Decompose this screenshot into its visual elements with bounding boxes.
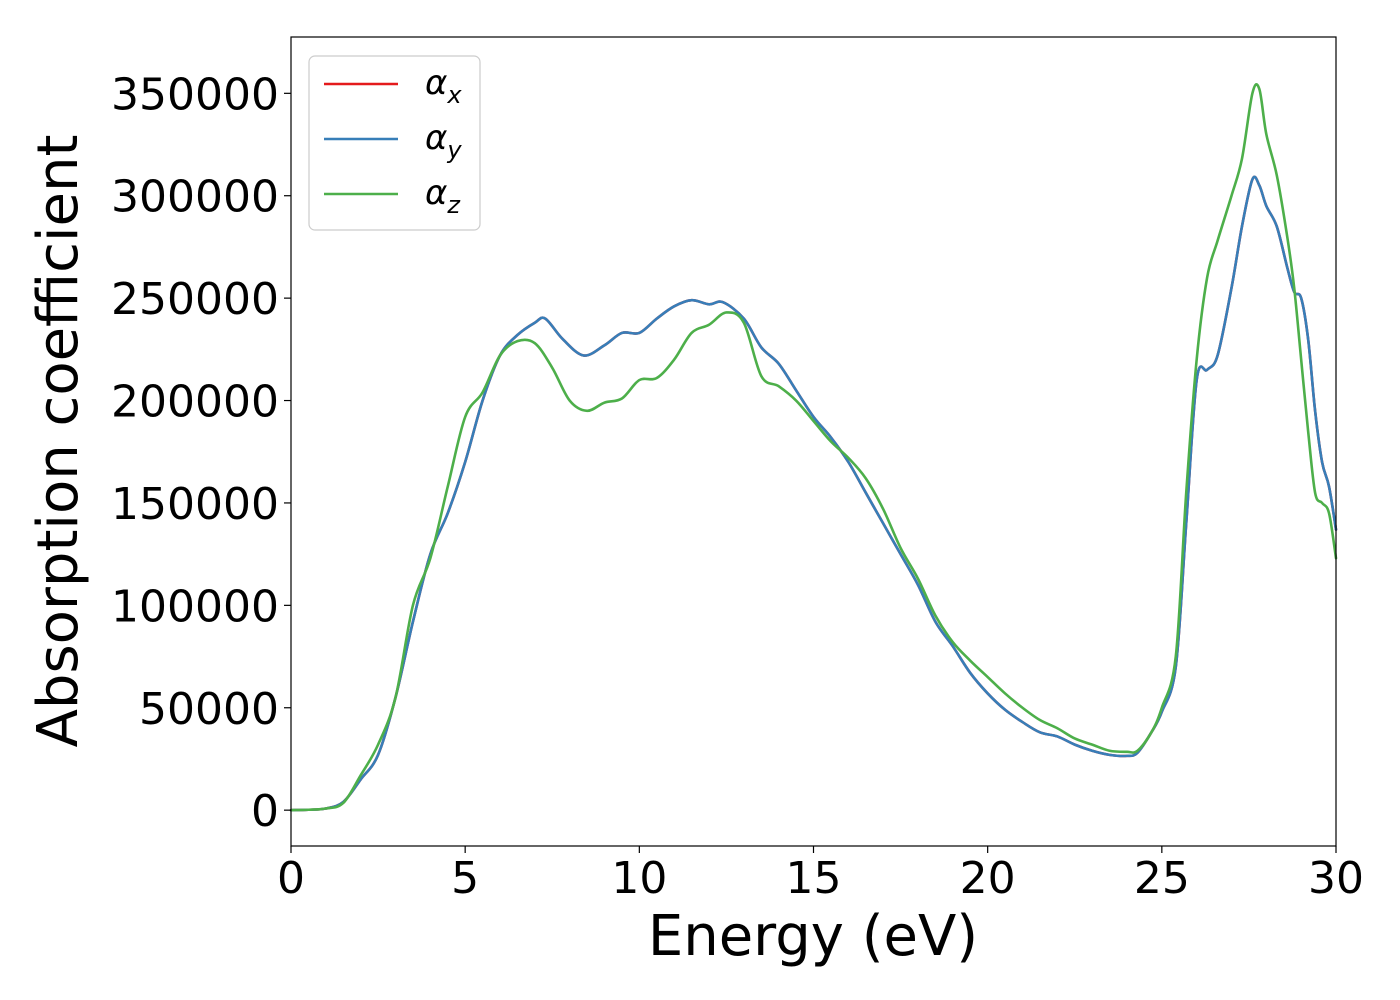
y-tick-label: 250000 bbox=[111, 274, 279, 325]
x-tick-label: 25 bbox=[1134, 853, 1190, 904]
x-axis-label: Energy (eV) bbox=[648, 904, 978, 969]
y-tick-label: 100000 bbox=[111, 581, 279, 632]
series-line-α-z bbox=[289, 83, 1338, 812]
x-axis-ticks: 0 5 10 15 20 25 30 bbox=[277, 846, 1364, 904]
legend-subscript-y: y bbox=[446, 136, 462, 164]
x-tick-label: 10 bbox=[611, 853, 667, 904]
y-axis-ticks: 0 50000 100000 150000 200000 250000 300000 3500… bbox=[111, 69, 291, 837]
x-tick-label: 0 bbox=[277, 853, 305, 904]
x-tick-label: 5 bbox=[451, 853, 479, 904]
y-tick-label: 300000 bbox=[111, 172, 279, 223]
y-tick-label: 0 bbox=[251, 786, 279, 837]
legend-subscript-x: x bbox=[446, 81, 462, 109]
y-axis-label: Absorption coefficient bbox=[26, 135, 91, 748]
y-tick-label: 200000 bbox=[111, 377, 279, 428]
y-tick-label: 150000 bbox=[111, 479, 279, 530]
series-layer bbox=[289, 83, 1338, 812]
legend-box bbox=[308, 55, 481, 231]
x-tick-label: 15 bbox=[786, 853, 842, 904]
y-tick-label: 50000 bbox=[139, 684, 279, 735]
x-tick-label: 30 bbox=[1308, 853, 1364, 904]
y-tick-label: 350000 bbox=[111, 69, 279, 120]
legend-subscript-z: z bbox=[446, 191, 461, 219]
x-tick-label: 20 bbox=[960, 853, 1016, 904]
